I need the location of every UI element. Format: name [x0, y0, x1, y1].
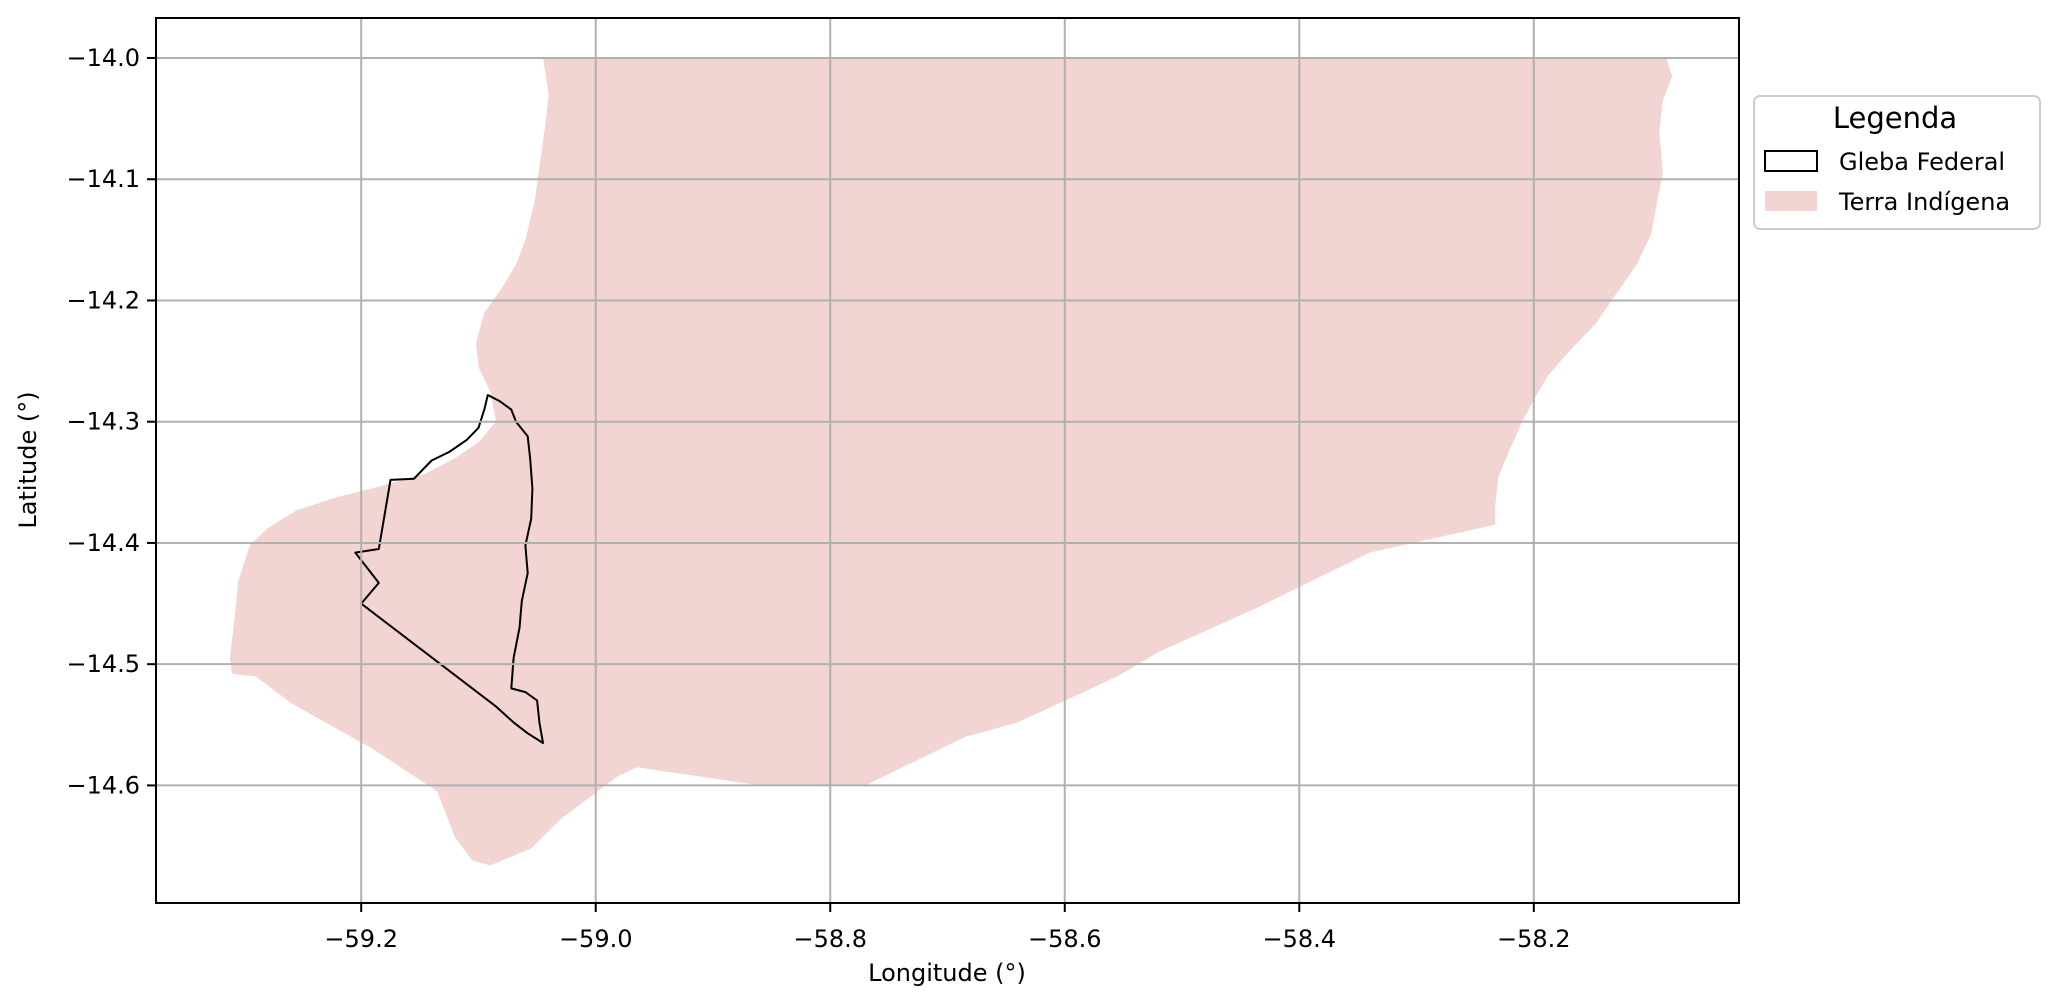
legend-swatch-gleba-federal: [1764, 150, 1818, 172]
y-axis: −14.0 −14.1 −14.2 −14.3 −14.4 −14.5 −14.6: [66, 44, 156, 799]
legend: Legenda Gleba Federal Terra Indígena: [1753, 95, 2041, 230]
legend-label-terra-indigena: Terra Indígena: [1838, 188, 2010, 216]
x-tick-label: −58.8: [793, 925, 867, 953]
legend-label-gleba-federal: Gleba Federal: [1839, 148, 2005, 176]
y-tick-label: −14.1: [66, 165, 140, 193]
y-tick-label: −14.3: [66, 408, 140, 436]
gridlines: [156, 18, 1739, 903]
x-tick-label: −59.0: [559, 925, 633, 953]
x-tick-label: −58.2: [1497, 925, 1571, 953]
legend-title: Legenda: [1833, 101, 1957, 135]
x-tick-label: −58.6: [1028, 925, 1102, 953]
y-tick-label: −14.5: [66, 650, 140, 678]
y-axis-label: Latitude (°): [14, 391, 42, 528]
y-tick-label: −14.6: [66, 771, 140, 799]
legend-swatch-terra-indigena: [1765, 191, 1817, 211]
y-tick-label: −14.2: [66, 286, 140, 314]
layer-gleba-federal: [354, 394, 544, 744]
legend-frame: [1753, 95, 2041, 230]
x-axis: −59.2 −59.0 −58.8 −58.6 −58.4 −58.2: [324, 903, 1571, 953]
x-axis-label: Longitude (°): [868, 959, 1026, 987]
x-tick-label: −58.4: [1263, 925, 1337, 953]
y-tick-label: −14.4: [66, 529, 140, 557]
axes-frame: [155, 17, 1740, 904]
y-tick-label: −14.0: [66, 44, 140, 72]
x-tick-label: −59.2: [324, 925, 398, 953]
